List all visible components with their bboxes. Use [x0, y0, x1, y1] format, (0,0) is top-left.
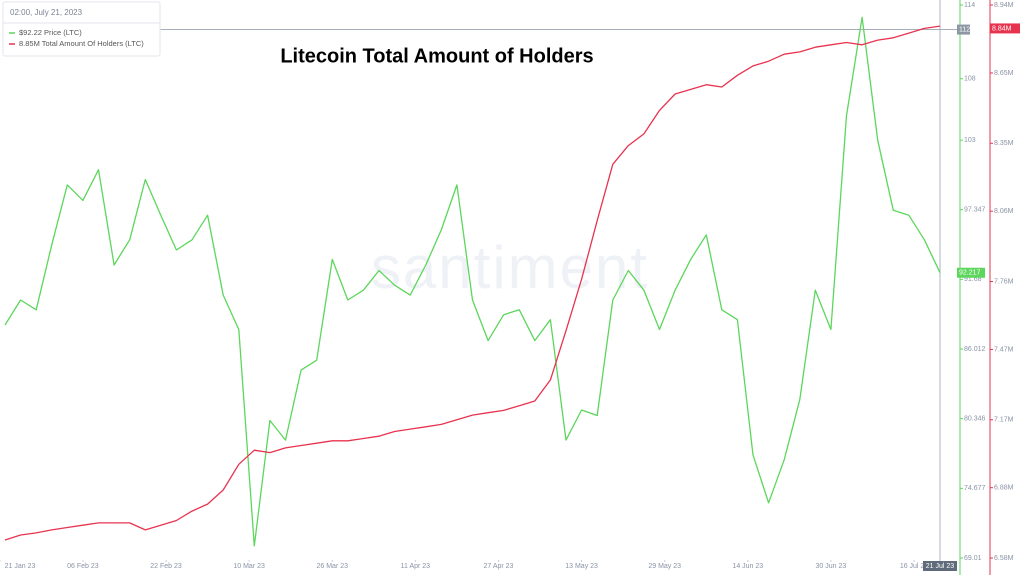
y2-tick-label: 7.17M	[994, 417, 1014, 424]
x-tick-label: 22 Feb 23	[150, 563, 182, 570]
series-line	[4, 16, 941, 547]
x-tick-label: 11 Apr 23	[401, 563, 431, 570]
x-tick-label: 06 Feb 23	[67, 563, 99, 570]
legend-label: 8.85M Total Amount Of Holders (LTC)	[19, 39, 144, 48]
x-tick-label: 30 Jun 23	[816, 563, 847, 570]
x-tick-label: 14 Jun 23	[732, 563, 763, 570]
y-tick-label: 74.677	[964, 485, 986, 492]
x-tick-label: 16 Jul 23	[900, 563, 929, 570]
y-tick-label: 97.347	[964, 207, 986, 214]
x-tick-label: 21 Jan 23	[5, 563, 36, 570]
price-marker	[957, 267, 985, 278]
x-tick-label: 27 Apr 23	[483, 563, 513, 570]
legend-label: $92.22 Price (LTC)	[19, 28, 82, 37]
y-tick-label: 69.01	[964, 555, 982, 562]
holders-marker-label: 8.84M	[992, 25, 1012, 32]
y-tick-label: 108	[964, 76, 976, 83]
x-tick-label: 13 May 23	[565, 563, 598, 570]
y2-tick-label: 8.94M	[994, 2, 1014, 9]
x-tick-label: 10 Mar 23	[233, 563, 265, 570]
y-tick-label: 91.68	[964, 276, 982, 283]
y2-tick-label: 8.65M	[994, 70, 1014, 77]
y-tick-label: 114	[964, 2, 975, 9]
y2-tick-label: 7.47M	[994, 346, 1014, 353]
tooltip	[2, 1, 161, 57]
y2-tick-label: 6.58M	[994, 555, 1014, 562]
watermark: santiment	[371, 234, 649, 301]
x-tick-label: 26 Mar 23	[316, 563, 348, 570]
price-marker-label: 92.217	[959, 270, 981, 277]
chart-title: Litecoin Total Amount of Holders	[280, 45, 593, 67]
y-tick-label: 80.346	[964, 416, 986, 423]
holders-marker	[990, 23, 1020, 34]
crosshair-date-label: 21 Jul 23	[926, 563, 955, 570]
series-line	[4, 25, 941, 541]
tooltip-date: 02:00, July 21, 2023	[10, 8, 83, 17]
y2-tick-label: 8.06M	[994, 208, 1014, 215]
y2-tick-label: 8.35M	[994, 140, 1014, 147]
x-tick-label: 29 May 23	[648, 563, 681, 570]
crosshair-date-box	[923, 561, 957, 571]
crosshair-price-label-label: 112	[959, 26, 970, 33]
y-tick-label: 103	[964, 137, 976, 144]
crosshair-price-label	[957, 24, 970, 35]
y2-tick-label: 7.76M	[994, 278, 1014, 285]
y-tick-label: 86.012	[964, 346, 986, 353]
y2-tick-label: 6.88M	[994, 485, 1014, 492]
